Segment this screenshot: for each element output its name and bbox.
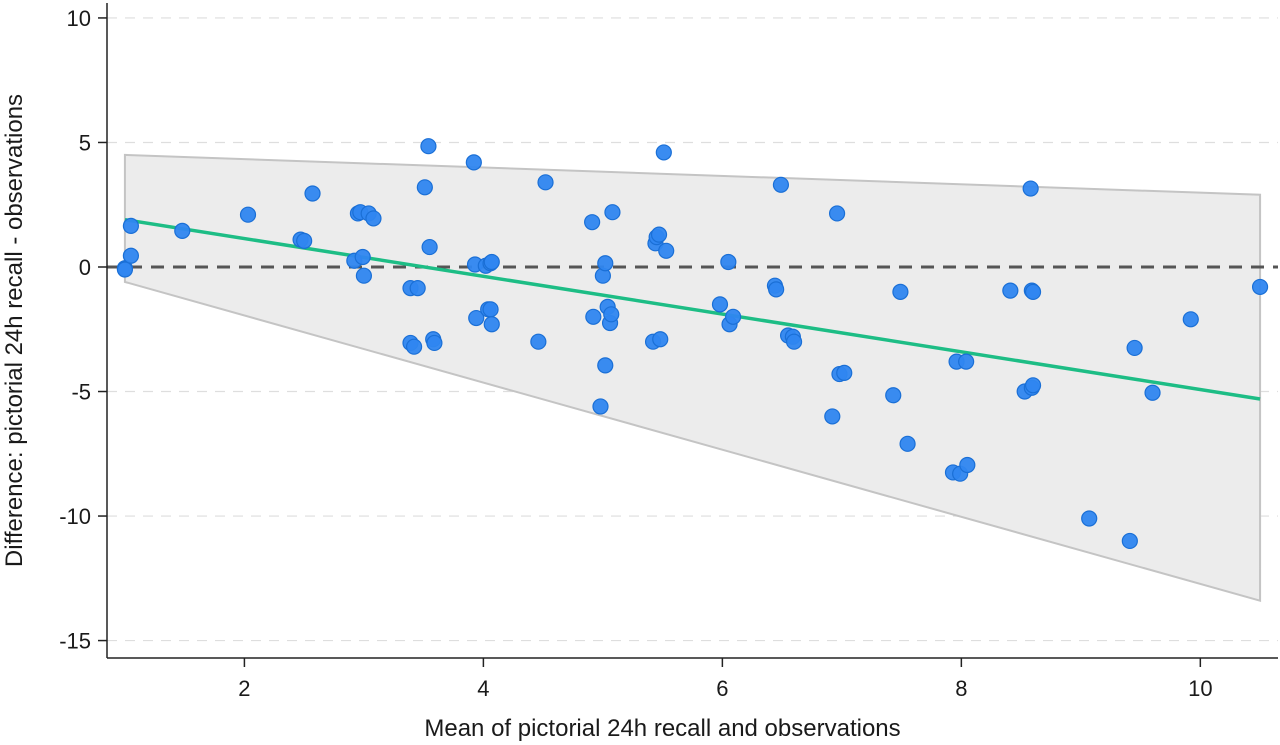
data-point xyxy=(530,333,547,350)
data-point xyxy=(720,253,737,271)
data-point xyxy=(585,308,602,325)
data-point xyxy=(304,185,321,202)
data-point xyxy=(655,144,672,161)
data-point xyxy=(899,435,916,452)
x-axis-label: Mean of pictorial 24h recall and observa… xyxy=(424,715,900,742)
y-tick-label: -5 xyxy=(71,380,91,405)
data-point xyxy=(1024,377,1042,394)
data-point xyxy=(604,204,621,221)
data-point xyxy=(116,261,134,278)
data-point xyxy=(1022,180,1039,197)
data-point xyxy=(658,242,675,259)
data-point xyxy=(537,174,554,191)
data-point xyxy=(711,296,729,313)
data-point xyxy=(239,206,257,223)
data-point xyxy=(465,154,482,171)
data-point xyxy=(1126,339,1143,357)
data-point xyxy=(1144,384,1161,401)
data-point xyxy=(1081,510,1098,527)
data-point xyxy=(603,306,620,323)
data-point xyxy=(652,331,669,348)
y-tick-label: 0 xyxy=(79,255,91,280)
data-point xyxy=(597,255,614,272)
y-tick-label: 10 xyxy=(67,6,91,31)
data-point xyxy=(421,238,438,256)
y-tick-label: 5 xyxy=(79,130,91,155)
x-tick-label: 4 xyxy=(477,676,489,701)
x-tick-label: 10 xyxy=(1188,676,1212,701)
data-point xyxy=(592,398,609,415)
axes xyxy=(106,3,1278,659)
data-point xyxy=(1121,532,1138,550)
data-points xyxy=(116,138,1269,550)
data-point xyxy=(420,138,437,155)
data-point xyxy=(426,334,443,352)
data-point xyxy=(892,283,909,300)
data-point xyxy=(836,364,853,381)
data-point xyxy=(354,248,371,266)
data-point xyxy=(1182,311,1199,328)
regression-line xyxy=(124,217,1261,401)
y-axis-label: Difference: pictorial 24h recall - obser… xyxy=(1,94,28,567)
data-point xyxy=(828,205,846,222)
x-axis-ticks: 2 4 6 8 10 xyxy=(238,658,1213,701)
data-point xyxy=(409,280,426,297)
data-point xyxy=(1002,282,1019,299)
data-point xyxy=(1251,278,1269,296)
data-point xyxy=(959,456,976,474)
data-point xyxy=(416,179,433,196)
x-tick-label: 8 xyxy=(955,676,967,701)
data-point xyxy=(785,333,803,350)
data-point xyxy=(365,210,382,227)
data-point xyxy=(468,309,485,327)
data-point xyxy=(885,387,902,404)
data-point xyxy=(405,338,423,355)
data-point xyxy=(1024,283,1042,300)
data-point xyxy=(174,222,191,239)
data-point xyxy=(597,357,614,374)
data-point xyxy=(824,408,841,425)
data-point xyxy=(768,281,785,298)
data-point xyxy=(482,301,499,318)
data-point xyxy=(483,253,500,271)
data-point xyxy=(483,316,500,333)
data-point xyxy=(772,176,790,193)
limits-of-agreement-band xyxy=(123,153,1262,603)
data-point xyxy=(296,232,313,249)
x-tick-label: 2 xyxy=(238,676,250,701)
data-point xyxy=(355,267,373,284)
data-point xyxy=(122,217,139,234)
data-point xyxy=(725,308,742,325)
data-point xyxy=(958,353,975,370)
data-point xyxy=(122,247,139,264)
data-point xyxy=(584,214,601,231)
y-tick-label: -15 xyxy=(59,629,91,654)
y-tick-label: -10 xyxy=(59,504,91,529)
data-point xyxy=(650,226,668,243)
x-tick-label: 6 xyxy=(716,676,728,701)
y-axis-ticks: -15 -10 -5 0 5 10 xyxy=(59,6,107,654)
